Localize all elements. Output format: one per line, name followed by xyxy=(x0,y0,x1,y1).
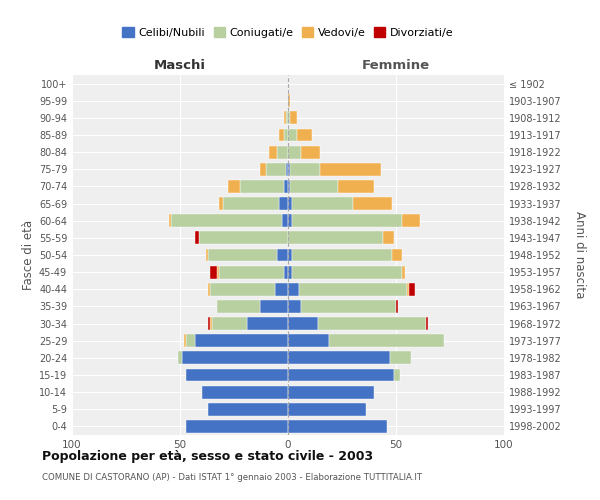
Bar xyxy=(195,232,199,244)
Bar xyxy=(426,317,428,330)
Bar xyxy=(169,214,172,227)
Bar xyxy=(292,214,403,227)
Bar xyxy=(241,180,284,193)
Bar xyxy=(288,248,292,262)
Bar xyxy=(223,197,280,210)
Bar xyxy=(187,334,195,347)
Bar xyxy=(288,386,374,398)
Text: Femmine: Femmine xyxy=(362,58,430,71)
Bar xyxy=(217,300,260,313)
Bar xyxy=(292,266,403,278)
Bar xyxy=(396,300,398,313)
Bar xyxy=(286,163,288,175)
Bar xyxy=(301,300,396,313)
Bar xyxy=(290,112,296,124)
Bar xyxy=(202,386,288,398)
Bar xyxy=(288,368,394,382)
Bar xyxy=(187,420,288,433)
Bar xyxy=(288,403,366,415)
Bar xyxy=(210,266,217,278)
Bar xyxy=(219,197,223,210)
Bar xyxy=(208,248,277,262)
Bar xyxy=(284,128,288,141)
Y-axis label: Anni di nascita: Anni di nascita xyxy=(573,212,586,298)
Bar xyxy=(277,248,288,262)
Bar xyxy=(208,283,210,296)
Bar xyxy=(299,283,407,296)
Bar xyxy=(288,317,318,330)
Bar xyxy=(290,180,338,193)
Bar xyxy=(338,180,374,193)
Bar xyxy=(403,266,404,278)
Bar xyxy=(284,180,288,193)
Bar xyxy=(288,128,296,141)
Bar xyxy=(286,112,288,124)
Bar xyxy=(217,266,219,278)
Bar xyxy=(288,352,389,364)
Bar xyxy=(184,334,187,347)
Bar xyxy=(284,112,286,124)
Bar xyxy=(301,146,320,158)
Bar xyxy=(280,197,288,210)
Bar xyxy=(383,232,394,244)
Bar xyxy=(292,197,353,210)
Bar xyxy=(288,180,290,193)
Y-axis label: Fasce di età: Fasce di età xyxy=(22,220,35,290)
Bar xyxy=(172,214,281,227)
Bar xyxy=(318,317,426,330)
Bar xyxy=(290,163,320,175)
Bar xyxy=(182,352,288,364)
Bar xyxy=(277,146,288,158)
Bar xyxy=(178,352,182,364)
Bar xyxy=(353,197,392,210)
Bar xyxy=(195,334,288,347)
Text: Popolazione per età, sesso e stato civile - 2003: Popolazione per età, sesso e stato civil… xyxy=(42,450,373,463)
Bar xyxy=(269,146,277,158)
Bar xyxy=(394,368,400,382)
Bar xyxy=(296,128,312,141)
Bar xyxy=(288,420,388,433)
Bar xyxy=(219,266,284,278)
Bar xyxy=(288,163,290,175)
Bar xyxy=(392,248,403,262)
Bar xyxy=(288,94,290,107)
Bar xyxy=(275,283,288,296)
Bar xyxy=(284,266,288,278)
Bar xyxy=(389,352,411,364)
Bar xyxy=(281,214,288,227)
Bar xyxy=(288,214,292,227)
Bar xyxy=(187,368,288,382)
Bar xyxy=(247,317,288,330)
Bar xyxy=(288,300,301,313)
Bar xyxy=(266,163,286,175)
Bar xyxy=(292,248,392,262)
Bar xyxy=(210,317,212,330)
Bar xyxy=(227,180,241,193)
Legend: Celibi/Nubili, Coniugati/e, Vedovi/e, Divorziati/e: Celibi/Nubili, Coniugati/e, Vedovi/e, Di… xyxy=(118,23,458,42)
Bar xyxy=(409,283,415,296)
Bar xyxy=(329,334,443,347)
Bar xyxy=(280,128,284,141)
Text: COMUNE DI CASTORANO (AP) - Dati ISTAT 1° gennaio 2003 - Elaborazione TUTTITALIA.: COMUNE DI CASTORANO (AP) - Dati ISTAT 1°… xyxy=(42,472,422,482)
Bar xyxy=(210,283,275,296)
Bar xyxy=(208,317,210,330)
Bar xyxy=(403,214,420,227)
Bar xyxy=(212,317,247,330)
Bar xyxy=(260,300,288,313)
Bar xyxy=(288,232,383,244)
Bar xyxy=(320,163,381,175)
Bar xyxy=(288,334,329,347)
Bar xyxy=(288,112,290,124)
Bar xyxy=(199,232,288,244)
Bar xyxy=(206,248,208,262)
Bar xyxy=(288,266,292,278)
Bar xyxy=(288,146,301,158)
Bar xyxy=(260,163,266,175)
Bar xyxy=(288,197,292,210)
Bar xyxy=(208,403,288,415)
Bar xyxy=(288,283,299,296)
Bar xyxy=(407,283,409,296)
Text: Maschi: Maschi xyxy=(154,58,206,71)
